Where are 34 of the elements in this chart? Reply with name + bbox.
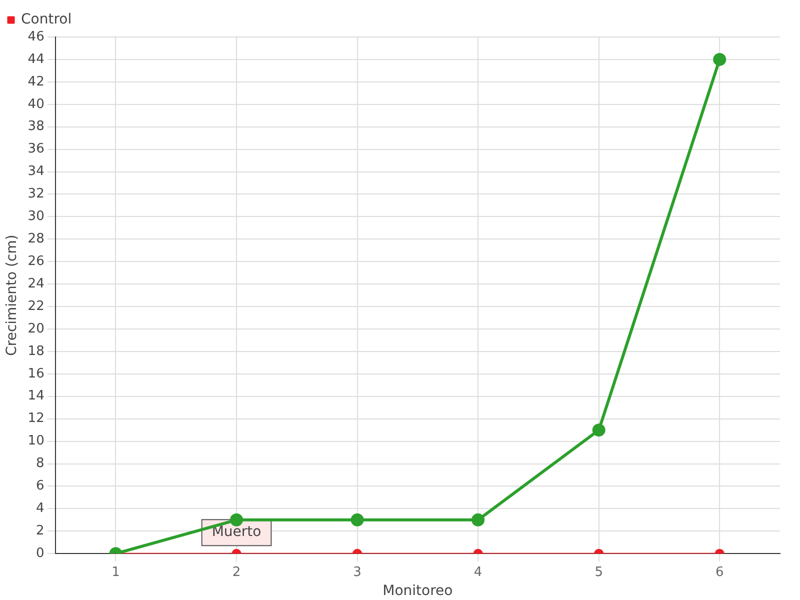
- y-tick-label: 34: [28, 164, 44, 180]
- x-tick-label: 6: [715, 564, 724, 580]
- y-tick-label: 10: [28, 434, 44, 449]
- x-tick-label: 1: [112, 564, 120, 580]
- annotation: Muerto: [212, 524, 262, 540]
- y-tick-label: 40: [28, 96, 44, 112]
- y-tick-label: 6: [36, 478, 44, 494]
- y-tick-label: 46: [28, 29, 44, 44]
- y-tick-label: 4: [36, 501, 44, 516]
- y-tick-label: 36: [28, 142, 44, 157]
- y-axis-title: Crecimiento (cm): [4, 234, 20, 356]
- x-tick-label: 3: [353, 564, 362, 580]
- x-tick-label: 5: [594, 564, 603, 580]
- y-tick-label: 30: [28, 209, 44, 224]
- y-tick-label: 44: [28, 52, 44, 67]
- y-tick-label: 26: [28, 254, 44, 269]
- x-axis-title: Monitoreo: [382, 583, 453, 600]
- y-tick-label: 24: [28, 276, 44, 292]
- x-tick-label: 2: [232, 564, 241, 580]
- y-tick-label: 14: [28, 388, 44, 404]
- y-tick-label: 16: [28, 366, 44, 382]
- y-tick-label: 8: [36, 456, 44, 472]
- legend-label: Control: [21, 12, 72, 28]
- y-tick-label: 12: [28, 411, 44, 426]
- y-tick-label: 42: [28, 74, 44, 90]
- y-tick-label: 0: [36, 546, 44, 561]
- y-tick-label: 22: [28, 298, 44, 314]
- y-tick-label: 38: [28, 119, 44, 134]
- y-tick-label: 18: [28, 344, 44, 359]
- y-tick-label: 2: [36, 524, 44, 539]
- y-tick-label: 28: [28, 232, 44, 247]
- x-tick-label: 4: [474, 564, 482, 580]
- y-tick-label: 32: [28, 186, 44, 202]
- y-tick-label: 20: [28, 321, 44, 336]
